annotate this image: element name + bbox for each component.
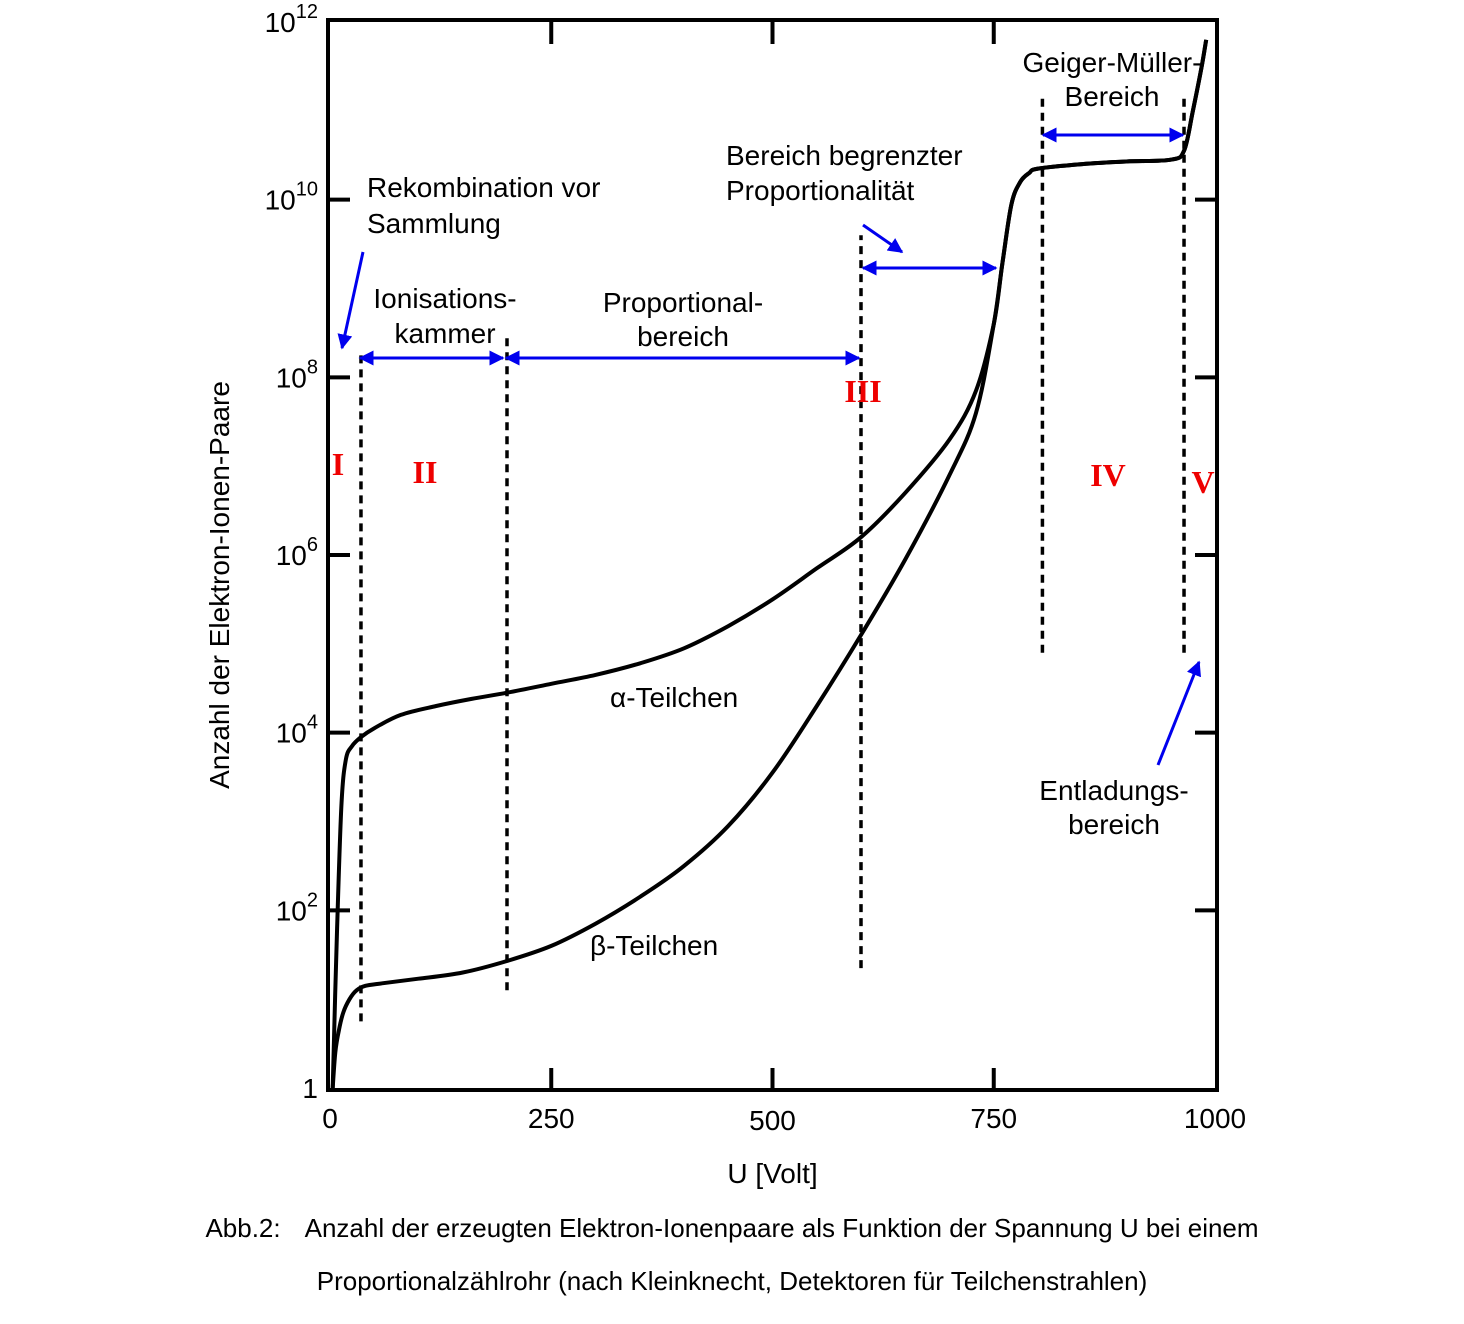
label-ionization-1: Ionisations- — [373, 283, 516, 314]
plot-frame — [326, 18, 1219, 1092]
label-recombination-1: Rekombination vor — [367, 172, 600, 203]
label-geiger-1: Geiger-Müller- — [1023, 47, 1202, 78]
y-tick-label: 102 — [276, 889, 318, 926]
series-beta-line — [330, 39, 1209, 1089]
curves — [330, 39, 1209, 1089]
y-tick-label: 106 — [276, 534, 318, 571]
x-tick-label: 500 — [749, 1105, 796, 1136]
figure-caption-label: Abb.2: — [205, 1213, 281, 1243]
label-limited-prop-2: Proportionalität — [726, 175, 915, 206]
label-proportional-1: Proportional- — [603, 287, 763, 318]
y-axis-label: Anzahl der Elektron-Ionen-Paare — [204, 381, 235, 789]
region-boundaries — [359, 93, 1186, 1022]
label-limited-prop-1: Bereich begrenzter — [726, 140, 963, 171]
y-tick-label: 1012 — [265, 1, 318, 38]
x-tick-label: 250 — [528, 1103, 575, 1134]
region-label-1: I — [332, 446, 344, 482]
series-label-alpha: α-Teilchen — [610, 682, 738, 713]
label-ionization-2: kammer — [394, 318, 495, 349]
region-label-3: III — [844, 373, 881, 409]
figure-caption-line1: Abb.2: Anzahl der erzeugten Elektron-Ione… — [0, 1213, 1464, 1244]
label-geiger-2: Bereich — [1065, 81, 1160, 112]
arrow-discharge — [1156, 660, 1201, 766]
y-tick-label: 108 — [276, 356, 318, 393]
figure-caption-text1: Anzahl der erzeugten Elektron-Ionenpaare… — [304, 1213, 1259, 1243]
annotations: Rekombination vor Sammlung Ionisations- … — [367, 47, 1201, 961]
label-discharge-1: Entladungs- — [1039, 775, 1188, 806]
figure-caption-line2: Proportionalzählrohr (nach Kleinknecht, … — [316, 1266, 1148, 1296]
label-recombination-2: Sammlung — [367, 208, 501, 239]
label-discharge-2: bereich — [1068, 809, 1160, 840]
x-axis-label: U [Volt] — [727, 1158, 817, 1189]
x-tick-label: 0 — [322, 1103, 338, 1134]
region-label-2: II — [413, 454, 438, 490]
chart: 0 250 500 750 1000 U [Volt] 1 102 104 106 108 1010 1… — [265, 1, 1247, 1189]
series-label-beta: β-Teilchen — [590, 930, 718, 961]
region-label-4: IV — [1090, 457, 1126, 493]
region-labels: I II III IV V — [332, 373, 1215, 500]
x-tick-label: 1000 — [1184, 1103, 1246, 1134]
annotation-arrows — [337, 127, 1201, 766]
axis-ticks: 0 250 500 750 1000 U [Volt] 1 102 104 106 108 1010 1… — [265, 1, 1247, 1189]
region-label-5: V — [1191, 464, 1214, 500]
x-tick-label: 750 — [970, 1103, 1017, 1134]
y-tick-label: 1010 — [265, 179, 318, 216]
y-tick-label: 104 — [276, 712, 318, 749]
arrow-limited-prop-pointer — [862, 223, 904, 254]
arrow-recombination — [337, 251, 365, 350]
y-tick-label: 1 — [302, 1073, 318, 1104]
label-proportional-2: bereich — [637, 321, 729, 352]
